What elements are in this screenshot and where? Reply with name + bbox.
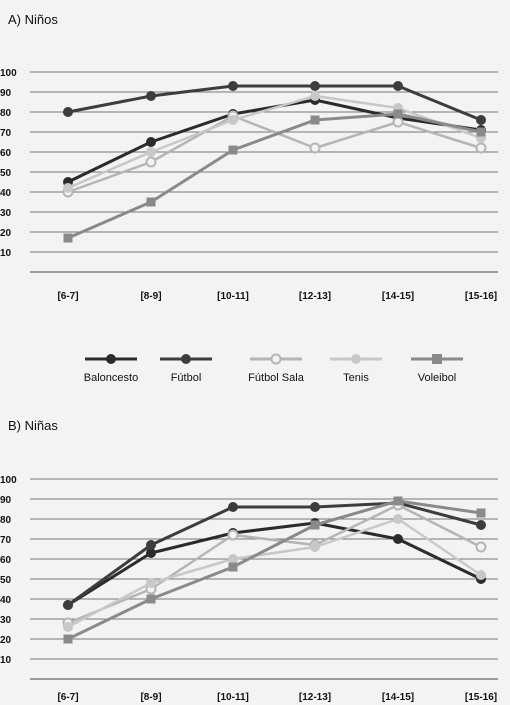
data-point-voleibol <box>310 520 320 530</box>
data-point-voleibol <box>146 197 156 207</box>
data-point-futbol-sala <box>392 116 404 128</box>
x-tick-label: [8-9] <box>140 692 161 703</box>
y-tick-label: 100 <box>0 475 17 486</box>
panel-a-plot: 10 20 30 40 50 60 70 80 90 100 [6-7] [8-9] [10-11] [1… <box>0 68 498 302</box>
y-tick-label: 20 <box>0 228 12 239</box>
data-point-futbol-sala <box>475 541 487 553</box>
x-tick-label: [14-15] <box>382 692 414 703</box>
legend-marker-tenis <box>351 354 361 364</box>
x-tick-label: [6-7] <box>57 291 78 302</box>
legend: Baloncesto Fútbol Fútbol Sala Tenis Voleibol <box>84 353 463 384</box>
y-tick-label: 70 <box>0 128 12 139</box>
series-line-tenis <box>67 517 482 629</box>
series-line-futbol <box>67 501 482 607</box>
data-point-tenis <box>310 542 320 552</box>
series-line-voleibol <box>67 499 482 641</box>
y-tick-label: 70 <box>0 535 12 546</box>
data-point-futbol-sala <box>475 142 487 154</box>
y-tick-label: 10 <box>0 655 12 666</box>
y-tick-label: 30 <box>0 615 12 626</box>
data-point-futbol <box>146 540 156 550</box>
data-point-voleibol <box>476 508 486 518</box>
series-line-baloncesto <box>67 521 482 607</box>
data-point-tenis <box>310 91 320 101</box>
panel-b-plot: 10 20 30 40 50 60 70 80 90 100 [6-7] [8-9] [10-11] [1… <box>0 475 498 703</box>
data-point-futbol-sala <box>145 156 157 168</box>
legend-marker-voleibol <box>432 354 442 364</box>
series-line-tenis <box>67 94 482 190</box>
y-tick-label: 50 <box>0 168 12 179</box>
y-tick-label: 60 <box>0 148 12 159</box>
data-point-futbol <box>228 502 238 512</box>
x-tick-label: [15-16] <box>465 291 497 302</box>
y-tick-label: 80 <box>0 515 12 526</box>
data-point-tenis <box>146 578 156 588</box>
data-point-futbol-sala <box>309 142 321 154</box>
data-point-futbol <box>146 91 156 101</box>
y-tick-label: 30 <box>0 208 12 219</box>
legend-marker-baloncesto <box>106 354 116 364</box>
legend-label-tenis: Tenis <box>343 372 369 384</box>
y-tick-label: 10 <box>0 248 12 259</box>
panel-a-title: A) Niños <box>8 12 58 27</box>
series-line-futbol-sala <box>67 503 482 625</box>
data-point-voleibol <box>393 496 403 506</box>
data-point-tenis <box>476 570 486 580</box>
x-tick-label: [14-15] <box>382 291 414 302</box>
data-point-tenis <box>393 514 403 524</box>
data-point-baloncesto <box>146 137 156 147</box>
data-point-voleibol <box>146 594 156 604</box>
data-point-voleibol <box>476 127 486 137</box>
y-tick-label: 100 <box>0 68 17 79</box>
legend-label-baloncesto: Baloncesto <box>84 372 138 384</box>
y-tick-label: 20 <box>0 635 12 646</box>
data-point-futbol <box>310 502 320 512</box>
x-tick-label: [6-7] <box>57 692 78 703</box>
y-tick-label: 90 <box>0 88 12 99</box>
legend-marker-futbol <box>181 354 191 364</box>
data-point-voleibol <box>228 562 238 572</box>
x-tick-label: [10-11] <box>217 692 249 703</box>
data-point-voleibol <box>63 634 73 644</box>
x-tick-label: [8-9] <box>140 291 161 302</box>
data-point-baloncesto <box>393 534 403 544</box>
x-tick-label: [12-13] <box>299 692 331 703</box>
legend-label-futbol: Fútbol <box>171 372 202 384</box>
x-tick-label: [15-16] <box>465 692 497 703</box>
series-line-futbol <box>67 84 482 122</box>
data-point-futbol <box>228 81 238 91</box>
panel-b-title: B) Niñas <box>8 418 58 433</box>
data-point-voleibol <box>310 115 320 125</box>
data-point-tenis <box>228 554 238 564</box>
data-point-tenis <box>146 147 156 157</box>
x-tick-label: [12-13] <box>299 291 331 302</box>
series-line-voleibol <box>67 112 482 240</box>
y-tick-label: 80 <box>0 108 12 119</box>
data-point-voleibol <box>228 145 238 155</box>
data-point-futbol <box>393 81 403 91</box>
y-tick-label: 60 <box>0 555 12 566</box>
data-point-futbol <box>63 107 73 117</box>
y-tick-label: 40 <box>0 595 12 606</box>
data-point-voleibol <box>393 109 403 119</box>
data-point-tenis <box>228 115 238 125</box>
data-point-futbol-sala <box>227 529 239 541</box>
data-point-futbol <box>63 600 73 610</box>
data-point-futbol <box>476 115 486 125</box>
x-tick-label: [10-11] <box>217 291 249 302</box>
data-point-tenis <box>63 622 73 632</box>
legend-label-futbol-sala: Fútbol Sala <box>248 372 305 384</box>
data-point-futbol <box>310 81 320 91</box>
y-tick-label: 50 <box>0 575 12 586</box>
data-point-voleibol <box>63 233 73 243</box>
data-point-futbol <box>476 520 486 530</box>
y-tick-label: 90 <box>0 495 12 506</box>
data-point-tenis <box>63 183 73 193</box>
legend-label-voleibol: Voleibol <box>418 372 457 384</box>
y-tick-label: 40 <box>0 188 12 199</box>
series-line-futbol-sala <box>67 114 482 194</box>
legend-marker-futbol-sala <box>270 353 282 365</box>
